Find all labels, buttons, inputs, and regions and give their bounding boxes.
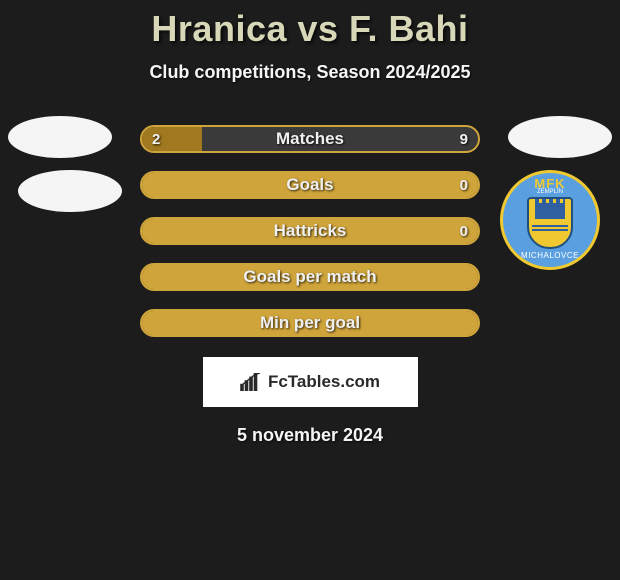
bar-chart-icon — [240, 373, 262, 391]
comparison-subtitle: Club competitions, Season 2024/2025 — [0, 62, 620, 83]
player2-club-logo: MFK ZEMPLÍN MICHALOVCE — [500, 170, 600, 270]
stat-bar-label: Goals per match — [142, 265, 478, 289]
club-logo-shield — [527, 197, 573, 249]
stat-bar: Min per goal — [140, 309, 480, 337]
stat-bar-label: Hattricks — [142, 219, 478, 243]
stat-bar: Goals per match — [140, 263, 480, 291]
stat-bar: Hattricks0 — [140, 217, 480, 245]
club-logo-bottom-text: MICHALOVCE — [521, 251, 579, 260]
comparison-title: Hranica vs F. Bahi — [0, 8, 620, 50]
stat-bar-label: Min per goal — [142, 311, 478, 335]
stat-bar-left-value: 2 — [152, 127, 160, 151]
stat-bar-right-value: 0 — [460, 219, 468, 243]
stat-bars: Matches29Goals0Hattricks0Goals per match… — [140, 125, 480, 337]
stat-bar-label: Matches — [142, 127, 478, 151]
source-badge: FcTables.com — [203, 357, 418, 407]
source-badge-text: FcTables.com — [268, 372, 380, 392]
player1-logo-placeholder — [8, 116, 112, 158]
player2-logo-placeholder — [508, 116, 612, 158]
stat-bar: Matches2 9 — [140, 125, 480, 153]
stat-bar: Goals0 — [140, 171, 480, 199]
stat-bar-label: Goals — [142, 173, 478, 197]
snapshot-date: 5 november 2024 — [0, 425, 620, 446]
stat-bar-right-value: 0 — [460, 173, 468, 197]
player1-club-logo-placeholder — [18, 170, 122, 212]
stat-bar-right-value: 9 — [460, 127, 468, 151]
club-logo-sub-text: ZEMPLÍN — [537, 189, 563, 195]
